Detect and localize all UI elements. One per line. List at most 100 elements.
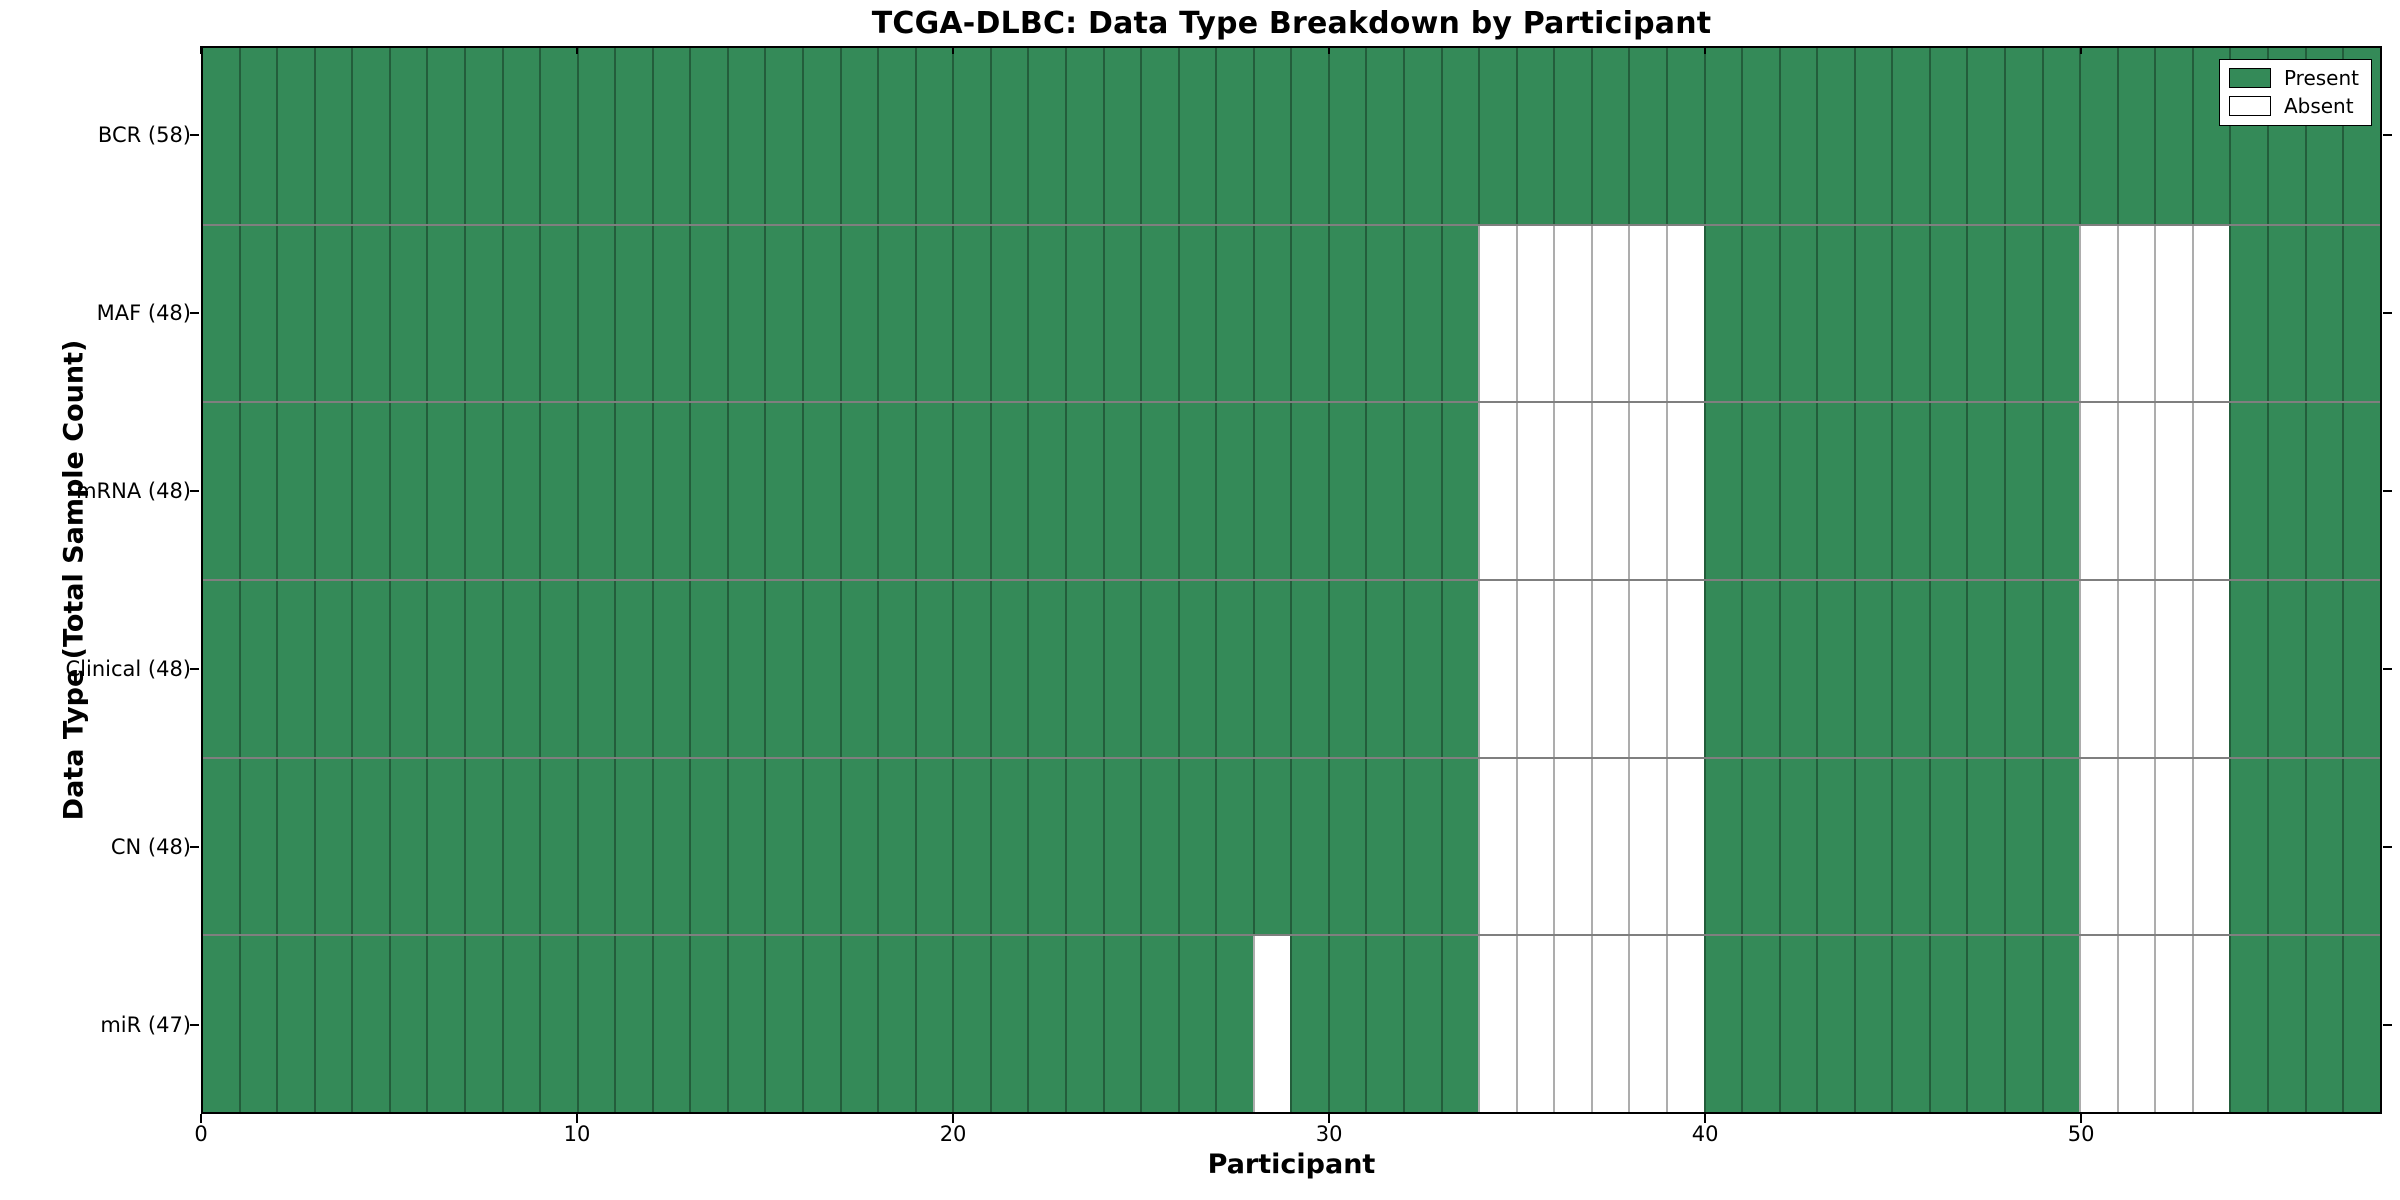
heatmap-cell <box>1403 225 1441 402</box>
heatmap-cell <box>1064 48 1103 224</box>
heatmap-cell <box>726 936 765 1113</box>
heatmap-cell <box>989 48 1028 224</box>
heatmap-cell <box>1478 48 1516 224</box>
heatmap-cell <box>1478 758 1516 935</box>
heatmap-cell <box>1928 581 1967 757</box>
heatmap-cell <box>614 48 652 224</box>
heatmap-cell <box>1252 403 1291 580</box>
x-tick-mark-top <box>952 46 955 54</box>
heatmap-cell <box>1403 48 1441 224</box>
heatmap-cell <box>2116 403 2155 580</box>
heatmap-cell <box>1853 225 1892 402</box>
heatmap-cell <box>2191 581 2230 757</box>
heatmap-cell <box>1778 225 1817 402</box>
heatmap-cell <box>1515 581 1554 757</box>
heatmap-cell <box>576 48 615 224</box>
heatmap-cell <box>238 48 277 224</box>
heatmap-cell <box>2004 936 2042 1113</box>
heatmap-cell <box>203 225 239 402</box>
heatmap-cell <box>1478 225 1516 402</box>
heatmap-cell <box>914 936 953 1113</box>
heatmap-cell <box>313 581 352 757</box>
y-tick-mark <box>190 1024 199 1026</box>
heatmap-cell <box>764 403 802 580</box>
heatmap-cell <box>1327 758 1366 935</box>
heatmap-cell <box>877 758 915 935</box>
heatmap-cell <box>1553 936 1591 1113</box>
heatmap-cell <box>463 581 502 757</box>
heatmap-cell <box>839 225 878 402</box>
chart-title: TCGA-DLBC: Data Type Breakdown by Partic… <box>871 6 1712 41</box>
heatmap-cell <box>501 936 540 1113</box>
x-tick-mark-top <box>200 46 202 54</box>
heatmap-cell <box>1966 225 2004 402</box>
heatmap-cell <box>802 403 840 580</box>
heatmap-cell <box>1778 936 1817 1113</box>
x-axis-label: Participant <box>1207 1149 1376 1180</box>
heatmap-cell <box>2004 758 2042 935</box>
heatmap-cell <box>2191 758 2230 935</box>
heatmap-cell <box>2116 758 2155 935</box>
heatmap-cell <box>1553 758 1591 935</box>
heatmap-row-mRNA <box>203 401 2380 580</box>
heatmap-cell <box>1816 403 1854 580</box>
heatmap-cell <box>313 936 352 1113</box>
heatmap-cell <box>651 758 690 935</box>
y-tick-mark <box>190 490 199 492</box>
heatmap-cell <box>2116 225 2155 402</box>
heatmap-cell <box>1140 225 1178 402</box>
heatmap-cell <box>1064 758 1103 935</box>
heatmap-cell <box>2266 225 2305 402</box>
heatmap-cell <box>1252 581 1291 757</box>
plot-area: Present Absent <box>201 46 2382 1114</box>
heatmap-cell <box>1778 48 1817 224</box>
heatmap-cell <box>1628 936 1666 1113</box>
heatmap-cell <box>952 758 990 935</box>
heatmap-cell <box>1064 581 1103 757</box>
heatmap-cell <box>1703 936 1742 1113</box>
heatmap-cell <box>426 758 464 935</box>
heatmap-cell <box>2079 225 2117 402</box>
heatmap-cell <box>1891 758 1929 935</box>
heatmap-cell <box>2079 581 2117 757</box>
heatmap-cell <box>989 403 1028 580</box>
heatmap-cell <box>689 403 727 580</box>
heatmap-cell <box>1215 758 1253 935</box>
heatmap-cell <box>2154 581 2192 757</box>
heatmap-cell <box>989 581 1028 757</box>
heatmap-cell <box>1215 48 1253 224</box>
heatmap-cell <box>764 48 802 224</box>
heatmap-cell <box>2154 936 2192 1113</box>
heatmap-cell <box>576 403 615 580</box>
heatmap-cell <box>1966 581 2004 757</box>
heatmap-cell <box>877 581 915 757</box>
heatmap-cell <box>2041 936 2080 1113</box>
heatmap-cell <box>802 48 840 224</box>
heatmap-cell <box>1966 758 2004 935</box>
heatmap-cell <box>1365 48 1403 224</box>
heatmap-cell <box>576 581 615 757</box>
heatmap-cell <box>1853 936 1892 1113</box>
heatmap-cell <box>1703 758 1742 935</box>
legend: Present Absent <box>2218 59 2372 126</box>
heatmap-cell <box>351 48 389 224</box>
heatmap-cell <box>388 225 427 402</box>
x-tick-mark-top <box>576 46 579 54</box>
heatmap-cell <box>1290 936 1328 1113</box>
heatmap-cell <box>388 758 427 935</box>
heatmap-cell <box>1252 48 1291 224</box>
heatmap-cell <box>1365 936 1403 1113</box>
legend-swatch-present-icon <box>2228 68 2271 88</box>
heatmap-cell <box>2004 225 2042 402</box>
y-tick-mark <box>190 668 199 670</box>
heatmap-cell <box>1027 403 1065 580</box>
heatmap-cell <box>539 758 577 935</box>
x-tick-label: 20 <box>939 1122 967 1146</box>
heatmap-cell <box>1252 225 1291 402</box>
heatmap-cell <box>2266 758 2305 935</box>
heatmap-cell <box>276 758 314 935</box>
heatmap-cell <box>276 936 314 1113</box>
heatmap-cell <box>2154 225 2192 402</box>
y-tick-mark-right <box>2383 1024 2392 1026</box>
